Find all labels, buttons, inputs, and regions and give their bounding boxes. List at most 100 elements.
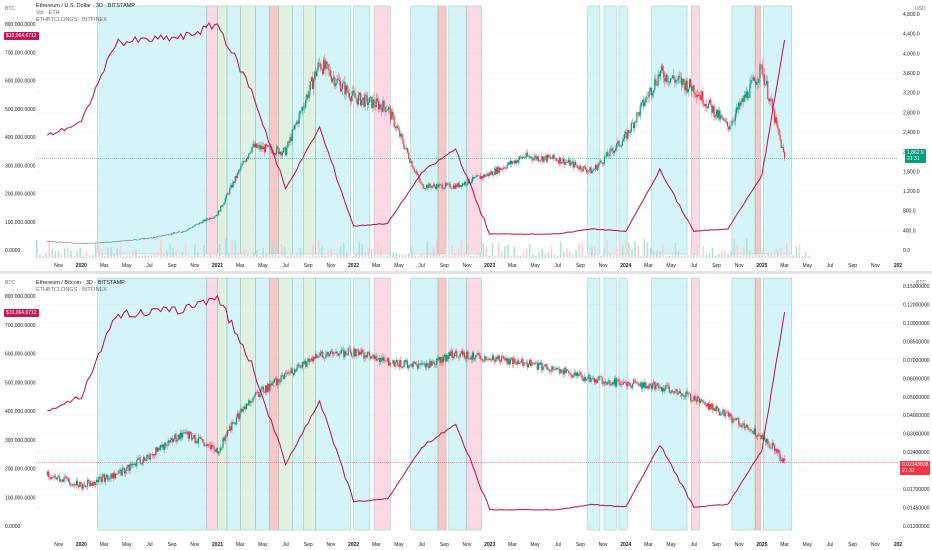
right-axis-label: 4,800.0	[903, 12, 920, 18]
candle-body	[266, 144, 268, 147]
candle-body	[476, 354, 478, 356]
candle-body	[682, 395, 684, 397]
candle-body	[503, 167, 505, 169]
candle-body	[345, 85, 347, 95]
candle-body	[465, 182, 467, 185]
candle-body	[238, 413, 240, 419]
candle-body	[535, 155, 537, 160]
candle-body	[204, 445, 206, 446]
candle-body	[496, 166, 498, 175]
candle-body	[348, 348, 350, 349]
candle-body	[290, 368, 292, 373]
candle-body	[414, 171, 416, 172]
candle-body	[64, 242, 66, 243]
volume-bar	[187, 254, 190, 258]
volume-bar	[51, 249, 54, 258]
candle-body	[644, 102, 646, 107]
candle-body	[165, 442, 167, 446]
candle-body	[198, 222, 201, 225]
candle-body	[332, 78, 334, 82]
candle-body	[436, 358, 438, 365]
candle-body	[766, 80, 768, 85]
candle-body	[230, 185, 232, 189]
candle-body	[107, 241, 109, 243]
candle-body	[707, 403, 710, 410]
volume-bar	[200, 255, 202, 258]
right-axis-label: 0.01450000	[903, 506, 930, 512]
volume-bar	[656, 250, 658, 258]
volume-bar	[693, 253, 695, 258]
countdown: 21:31	[907, 156, 920, 162]
candle-body	[251, 146, 253, 152]
candle-body	[533, 157, 535, 161]
candle-body	[674, 79, 676, 83]
candle-body	[491, 355, 494, 360]
candle-body	[413, 361, 415, 363]
candle-body	[557, 160, 560, 164]
pane-divider[interactable]	[0, 271, 932, 274]
time-axis-label: Jul	[282, 542, 288, 548]
candle-body	[73, 243, 75, 244]
candle-body	[398, 365, 400, 367]
candle-body	[380, 104, 382, 108]
candle-body	[325, 61, 327, 69]
candle-body	[126, 240, 128, 241]
candle-body	[574, 372, 576, 376]
candle-body	[318, 356, 320, 357]
candle-body	[581, 375, 583, 380]
candle-body	[391, 363, 393, 364]
candle-body	[355, 349, 357, 357]
indicator-label[interactable]: ETHBTCLONGS · BITFINEX	[36, 287, 107, 293]
candle-body	[685, 80, 687, 91]
symbol-title[interactable]: Ethereum / U.S. Dollar · 3D · BITSTAMP	[36, 3, 135, 9]
volume-bar	[225, 238, 227, 258]
symbol-title[interactable]: Ethereum / Bitcoin · 3D · BITSTAMP	[36, 280, 125, 286]
left-axis-label: 500,000.0000	[5, 107, 36, 113]
candle-body	[693, 85, 695, 94]
candle-body	[329, 70, 331, 77]
candle-body	[337, 78, 339, 80]
candle-body	[51, 241, 53, 242]
candle-body	[239, 169, 241, 171]
candle-body	[751, 430, 753, 432]
candle-body	[75, 242, 78, 244]
candle-body	[217, 210, 220, 216]
indicator-label[interactable]: ETHBTCLONGS · BITFINEX	[36, 17, 107, 23]
candle-body	[738, 417, 740, 425]
legend[interactable]: Ethereum / U.S. Dollar · 3D · BITSTAMP V…	[36, 3, 135, 24]
volume-bar	[603, 248, 605, 258]
candle-body	[456, 184, 458, 188]
candle-body	[695, 94, 697, 98]
candle-body	[286, 373, 288, 374]
candle-body	[706, 403, 708, 407]
candle-body	[365, 355, 367, 358]
candle-body	[458, 357, 460, 358]
candle-body	[486, 359, 488, 360]
volume-label[interactable]: Vol · ETH	[36, 10, 60, 16]
candle-body	[163, 235, 165, 236]
candle-body	[179, 231, 182, 233]
ethusd-pane[interactable]: 800,000.0000 700,000.0000 600,000.0000 500,…	[0, 0, 932, 272]
candle-body	[504, 358, 506, 361]
candle-body	[726, 412, 729, 413]
candle-body	[310, 358, 312, 361]
candle-body	[664, 388, 666, 392]
volume-bar	[504, 246, 506, 258]
candle-body	[354, 93, 356, 98]
candle-body	[420, 363, 422, 365]
signal-band	[466, 5, 482, 255]
candle-body	[743, 423, 745, 429]
candle-body	[339, 81, 342, 92]
candle-body	[296, 367, 298, 372]
ethusd-chart[interactable]: 800,000.0000700,000.0000600,000.0000500,…	[0, 0, 932, 272]
ethbtc-pane[interactable]: 800,000.0000 700,000.0000 600,000.0000 500,…	[0, 274, 932, 550]
signal-band	[303, 277, 316, 531]
candle-body	[704, 103, 706, 106]
candle-body	[423, 363, 425, 365]
candle-body	[555, 368, 557, 370]
candle-body	[277, 379, 279, 386]
ethbtc-chart[interactable]: 800,000.0000700,000.0000600,000.0000500,…	[0, 274, 932, 550]
legend[interactable]: Ethereum / Bitcoin · 3D · BITSTAMP ETHBT…	[36, 280, 125, 294]
candle-body	[403, 144, 405, 150]
volume-bar	[82, 255, 85, 258]
